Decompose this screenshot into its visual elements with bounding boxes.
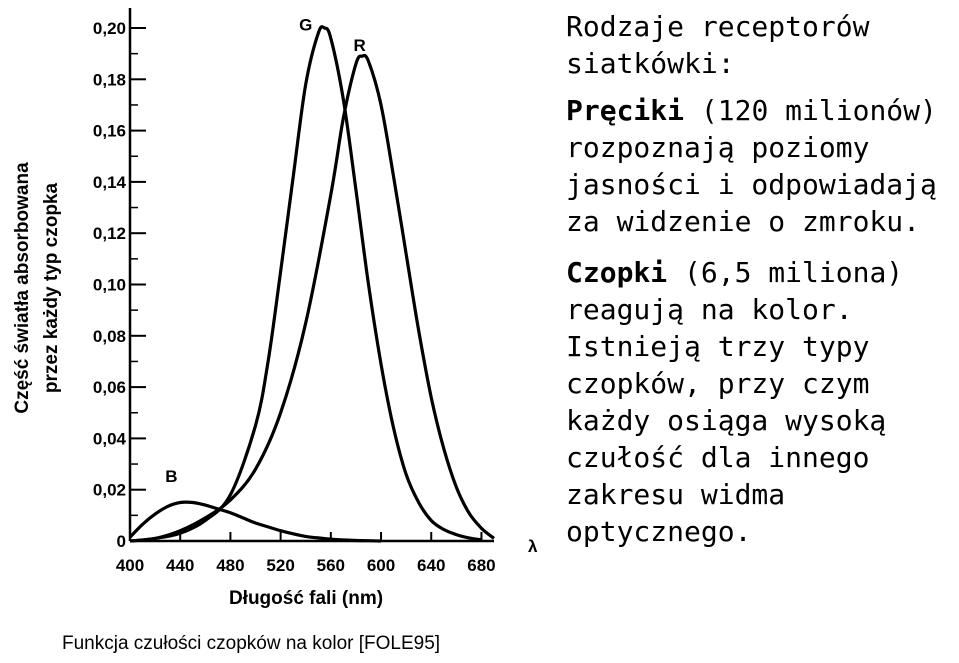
cone-sensitivity-chart: Część światła absorbowana przez każdy ty… — [12, 8, 538, 609]
rods-description: (120 milionów) rozpoznają poziomy jasnoś… — [566, 94, 937, 238]
curve-label-b: B — [165, 467, 177, 486]
curve-labels: G R B — [165, 16, 366, 486]
cones-term: Czopki — [566, 256, 668, 289]
y-tick-label: 0 — [117, 532, 126, 551]
y-axis-title-line2: przez każdy typ czopka — [41, 183, 62, 394]
rods-paragraph: Pręciki (120 milionów) rozpoznają poziom… — [566, 92, 956, 240]
y-axis-title-line1: Część światła absorbowana — [12, 162, 33, 414]
x-axis-title: Długość fali (nm) — [229, 588, 383, 609]
y-tick-label: 0,08 — [93, 327, 126, 346]
y-tick-label: 0,16 — [93, 122, 126, 141]
y-tick-label: 0,14 — [93, 173, 127, 192]
x-tick-label: 520 — [266, 556, 294, 575]
x-tick-label: 680 — [467, 556, 495, 575]
y-axis: 0 0,02 0,04 0,06 0,08 0,10 0,12 0,14 0,16 0,18 0,2… — [93, 8, 146, 551]
rods-term: Pręciki — [566, 94, 685, 127]
receptor-description: Rodzaje receptorów siatkówki: Pręciki (1… — [566, 8, 956, 550]
lambda-symbol: λ — [528, 537, 538, 556]
x-tick-label: 640 — [417, 556, 445, 575]
curve-r — [129, 53, 496, 543]
x-tick-label: 600 — [367, 556, 395, 575]
curves — [128, 25, 496, 543]
x-tick-label: 400 — [116, 556, 144, 575]
y-tick-label: 0,18 — [93, 70, 126, 89]
y-tick-label: 0,06 — [93, 378, 126, 397]
y-tick-label: 0,04 — [93, 429, 127, 448]
curve-g — [129, 25, 482, 543]
x-tick-label: 480 — [216, 556, 244, 575]
y-tick-label: 0,20 — [93, 19, 126, 38]
curve-b — [128, 500, 382, 543]
cones-description: (6,5 miliona) reagują na kolor. Istnieją… — [566, 256, 904, 548]
receptor-heading: Rodzaje receptorów siatkówki: — [566, 10, 870, 80]
curve-label-r: R — [354, 36, 366, 55]
y-tick-label: 0,10 — [93, 276, 126, 295]
x-tick-label: 560 — [317, 556, 345, 575]
y-tick-label: 0,12 — [93, 224, 126, 243]
cones-paragraph: Czopki (6,5 miliona) reagują na kolor. I… — [566, 254, 956, 550]
y-axis-title: Część światła absorbowana przez każdy ty… — [12, 162, 62, 414]
x-axis: 400 440 480 520 560 600 640 680 — [116, 532, 496, 575]
figure-caption: Funkcja czułości czopków na kolor [FOLE9… — [62, 633, 441, 654]
x-tick-label: 440 — [166, 556, 194, 575]
curve-label-g: G — [299, 16, 312, 35]
y-tick-label: 0,02 — [93, 481, 126, 500]
